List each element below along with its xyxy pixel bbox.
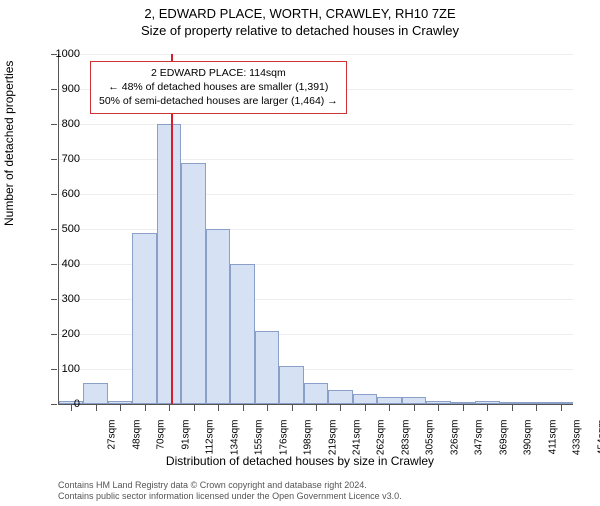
x-tick <box>512 405 513 411</box>
y-tick-label: 300 <box>40 293 80 305</box>
histogram-bar <box>132 233 156 405</box>
x-tick <box>365 405 366 411</box>
x-tick <box>316 405 317 411</box>
x-tick <box>145 405 146 411</box>
histogram-bar <box>255 331 279 405</box>
x-tick <box>96 405 97 411</box>
x-tick <box>120 405 121 411</box>
x-tick-label: 305sqm <box>425 420 436 464</box>
x-tick <box>267 405 268 411</box>
histogram-bar <box>549 402 573 404</box>
x-tick-label: 176sqm <box>278 420 289 464</box>
histogram-bar <box>377 397 401 404</box>
x-tick-label: 134sqm <box>229 420 240 464</box>
y-tick-label: 200 <box>40 328 80 340</box>
x-tick-label: 454sqm <box>596 420 600 464</box>
y-tick-label: 0 <box>40 398 80 410</box>
histogram-bar <box>524 402 548 404</box>
histogram-bar <box>451 402 475 404</box>
x-tick-label: 219sqm <box>327 420 338 464</box>
y-tick-label: 1000 <box>40 48 80 60</box>
annotation-box: 2 EDWARD PLACE: 114sqm← 48% of detached … <box>90 61 347 114</box>
y-tick-label: 900 <box>40 83 80 95</box>
x-tick <box>536 405 537 411</box>
annotation-line2: ← 48% of detached houses are smaller (1,… <box>99 80 338 94</box>
x-tick-label: 411sqm <box>547 420 558 464</box>
y-tick-label: 400 <box>40 258 80 270</box>
x-tick-label: 27sqm <box>107 420 118 464</box>
x-tick <box>463 405 464 411</box>
chart-title-sub: Size of property relative to detached ho… <box>0 23 600 38</box>
y-tick-label: 100 <box>40 363 80 375</box>
x-tick-label: 347sqm <box>474 420 485 464</box>
y-tick-label: 600 <box>40 188 80 200</box>
histogram-bar <box>426 401 450 405</box>
histogram-bar <box>181 163 205 405</box>
x-tick <box>194 405 195 411</box>
x-tick-label: 155sqm <box>254 420 265 464</box>
x-tick <box>340 405 341 411</box>
gridline <box>59 124 573 125</box>
x-tick <box>414 405 415 411</box>
y-tick-label: 800 <box>40 118 80 130</box>
x-tick-label: 198sqm <box>303 420 314 464</box>
histogram-bar <box>353 394 377 405</box>
footer-line-1: Contains HM Land Registry data © Crown c… <box>58 480 402 491</box>
annotation-line3: 50% of semi-detached houses are larger (… <box>99 94 338 108</box>
histogram-bar <box>230 264 254 404</box>
histogram-bar <box>157 124 181 404</box>
chart-title-main: 2, EDWARD PLACE, WORTH, CRAWLEY, RH10 7Z… <box>0 6 600 21</box>
y-tick-label: 700 <box>40 153 80 165</box>
x-tick <box>169 405 170 411</box>
histogram-bar <box>328 390 352 404</box>
histogram-bar <box>83 383 107 404</box>
chart-container: 2, EDWARD PLACE, WORTH, CRAWLEY, RH10 7Z… <box>0 6 600 506</box>
histogram-bar <box>402 397 426 404</box>
x-tick <box>243 405 244 411</box>
x-tick-label: 326sqm <box>449 420 460 464</box>
x-tick-label: 241sqm <box>352 420 363 464</box>
x-axis-label: Distribution of detached houses by size … <box>0 454 600 468</box>
x-tick-label: 390sqm <box>523 420 534 464</box>
gridline <box>59 194 573 195</box>
y-axis-label: Number of detached properties <box>2 61 16 226</box>
x-tick-label: 70sqm <box>156 420 167 464</box>
x-tick-label: 91sqm <box>180 420 191 464</box>
x-tick <box>487 405 488 411</box>
x-tick <box>292 405 293 411</box>
x-tick <box>389 405 390 411</box>
x-tick-label: 48sqm <box>131 420 142 464</box>
gridline <box>59 229 573 230</box>
histogram-bar <box>206 229 230 404</box>
x-tick-label: 112sqm <box>205 420 216 464</box>
y-tick-label: 500 <box>40 223 80 235</box>
annotation-line1: 2 EDWARD PLACE: 114sqm <box>99 66 338 80</box>
x-tick <box>438 405 439 411</box>
x-tick-label: 369sqm <box>498 420 509 464</box>
x-tick <box>218 405 219 411</box>
histogram-bar <box>304 383 328 404</box>
histogram-bar <box>108 401 132 405</box>
gridline <box>59 54 573 55</box>
gridline <box>59 159 573 160</box>
histogram-bar <box>500 402 524 404</box>
x-tick-label: 262sqm <box>376 420 387 464</box>
attribution-footer: Contains HM Land Registry data © Crown c… <box>58 480 402 503</box>
x-tick-label: 283sqm <box>400 420 411 464</box>
x-tick <box>561 405 562 411</box>
x-tick-label: 433sqm <box>572 420 583 464</box>
footer-line-2: Contains public sector information licen… <box>58 491 402 502</box>
histogram-bar <box>475 401 499 405</box>
histogram-bar <box>279 366 303 405</box>
